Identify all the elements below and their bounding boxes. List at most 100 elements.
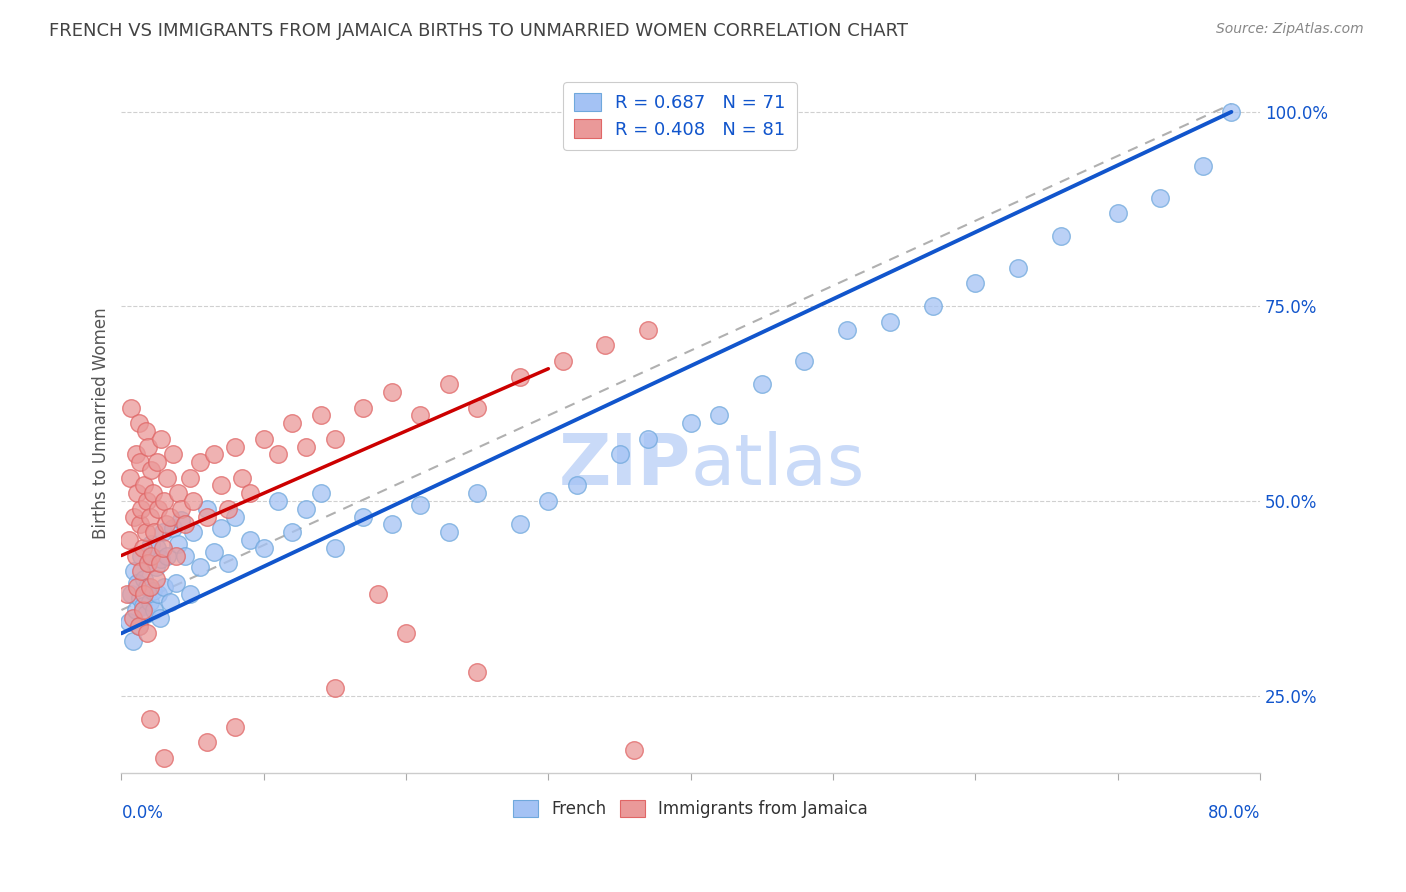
Point bbox=[267, 494, 290, 508]
Y-axis label: Births to Unmarried Women: Births to Unmarried Women bbox=[93, 308, 110, 539]
Point bbox=[167, 486, 190, 500]
Point bbox=[135, 424, 157, 438]
Point bbox=[565, 478, 588, 492]
Point bbox=[1192, 160, 1215, 174]
Point bbox=[281, 525, 304, 540]
Point bbox=[136, 580, 159, 594]
Point bbox=[141, 537, 163, 551]
Point bbox=[793, 354, 815, 368]
Point bbox=[121, 611, 143, 625]
Point bbox=[637, 432, 659, 446]
Point bbox=[167, 537, 190, 551]
Point bbox=[155, 517, 177, 532]
Point bbox=[367, 587, 389, 601]
Point bbox=[1007, 260, 1029, 275]
Point bbox=[159, 595, 181, 609]
Point bbox=[1107, 206, 1129, 220]
Point bbox=[879, 315, 901, 329]
Point bbox=[181, 525, 204, 540]
Point bbox=[965, 276, 987, 290]
Point bbox=[120, 401, 142, 415]
Point bbox=[132, 599, 155, 613]
Point bbox=[593, 338, 616, 352]
Point bbox=[174, 517, 197, 532]
Point bbox=[124, 549, 146, 563]
Point bbox=[188, 455, 211, 469]
Point bbox=[409, 498, 432, 512]
Point bbox=[132, 603, 155, 617]
Point bbox=[551, 354, 574, 368]
Point bbox=[124, 603, 146, 617]
Point bbox=[162, 521, 184, 535]
Legend: French, Immigrants from Jamaica: French, Immigrants from Jamaica bbox=[506, 793, 875, 824]
Point bbox=[150, 552, 173, 566]
Point bbox=[122, 509, 145, 524]
Point bbox=[751, 377, 773, 392]
Point bbox=[281, 416, 304, 430]
Point bbox=[148, 501, 170, 516]
Point bbox=[127, 580, 149, 594]
Point bbox=[128, 618, 150, 632]
Point bbox=[352, 509, 374, 524]
Point bbox=[156, 471, 179, 485]
Point bbox=[170, 501, 193, 516]
Point bbox=[323, 681, 346, 695]
Point bbox=[131, 549, 153, 563]
Point bbox=[509, 369, 531, 384]
Point bbox=[122, 564, 145, 578]
Point bbox=[136, 494, 159, 508]
Point bbox=[181, 494, 204, 508]
Point bbox=[135, 525, 157, 540]
Point bbox=[134, 587, 156, 601]
Point bbox=[179, 587, 201, 601]
Point bbox=[238, 486, 260, 500]
Point bbox=[217, 556, 239, 570]
Point bbox=[309, 486, 332, 500]
Point bbox=[156, 549, 179, 563]
Point bbox=[129, 517, 152, 532]
Point bbox=[165, 575, 187, 590]
Point bbox=[381, 385, 404, 400]
Point bbox=[134, 478, 156, 492]
Point bbox=[231, 471, 253, 485]
Point bbox=[679, 416, 702, 430]
Point bbox=[146, 455, 169, 469]
Point bbox=[143, 525, 166, 540]
Point bbox=[135, 607, 157, 621]
Point bbox=[174, 549, 197, 563]
Point bbox=[120, 587, 142, 601]
Point bbox=[145, 560, 167, 574]
Point bbox=[188, 560, 211, 574]
Point bbox=[153, 751, 176, 765]
Text: 80.0%: 80.0% bbox=[1208, 804, 1260, 822]
Point bbox=[295, 440, 318, 454]
Point bbox=[209, 478, 232, 492]
Text: Source: ZipAtlas.com: Source: ZipAtlas.com bbox=[1216, 22, 1364, 37]
Point bbox=[131, 564, 153, 578]
Point bbox=[139, 509, 162, 524]
Point bbox=[465, 401, 488, 415]
Point bbox=[139, 580, 162, 594]
Point bbox=[152, 525, 174, 540]
Point bbox=[238, 533, 260, 547]
Point bbox=[139, 595, 162, 609]
Point bbox=[323, 541, 346, 555]
Point bbox=[141, 549, 163, 563]
Point bbox=[129, 591, 152, 606]
Point bbox=[138, 556, 160, 570]
Point bbox=[150, 432, 173, 446]
Point bbox=[395, 626, 418, 640]
Point bbox=[128, 618, 150, 632]
Point bbox=[159, 509, 181, 524]
Point bbox=[127, 486, 149, 500]
Point bbox=[142, 583, 165, 598]
Point bbox=[437, 377, 460, 392]
Point bbox=[138, 556, 160, 570]
Point bbox=[136, 626, 159, 640]
Text: ZIP: ZIP bbox=[558, 431, 690, 500]
Point bbox=[148, 587, 170, 601]
Point bbox=[537, 494, 560, 508]
Point bbox=[295, 501, 318, 516]
Point bbox=[145, 572, 167, 586]
Point bbox=[152, 541, 174, 555]
